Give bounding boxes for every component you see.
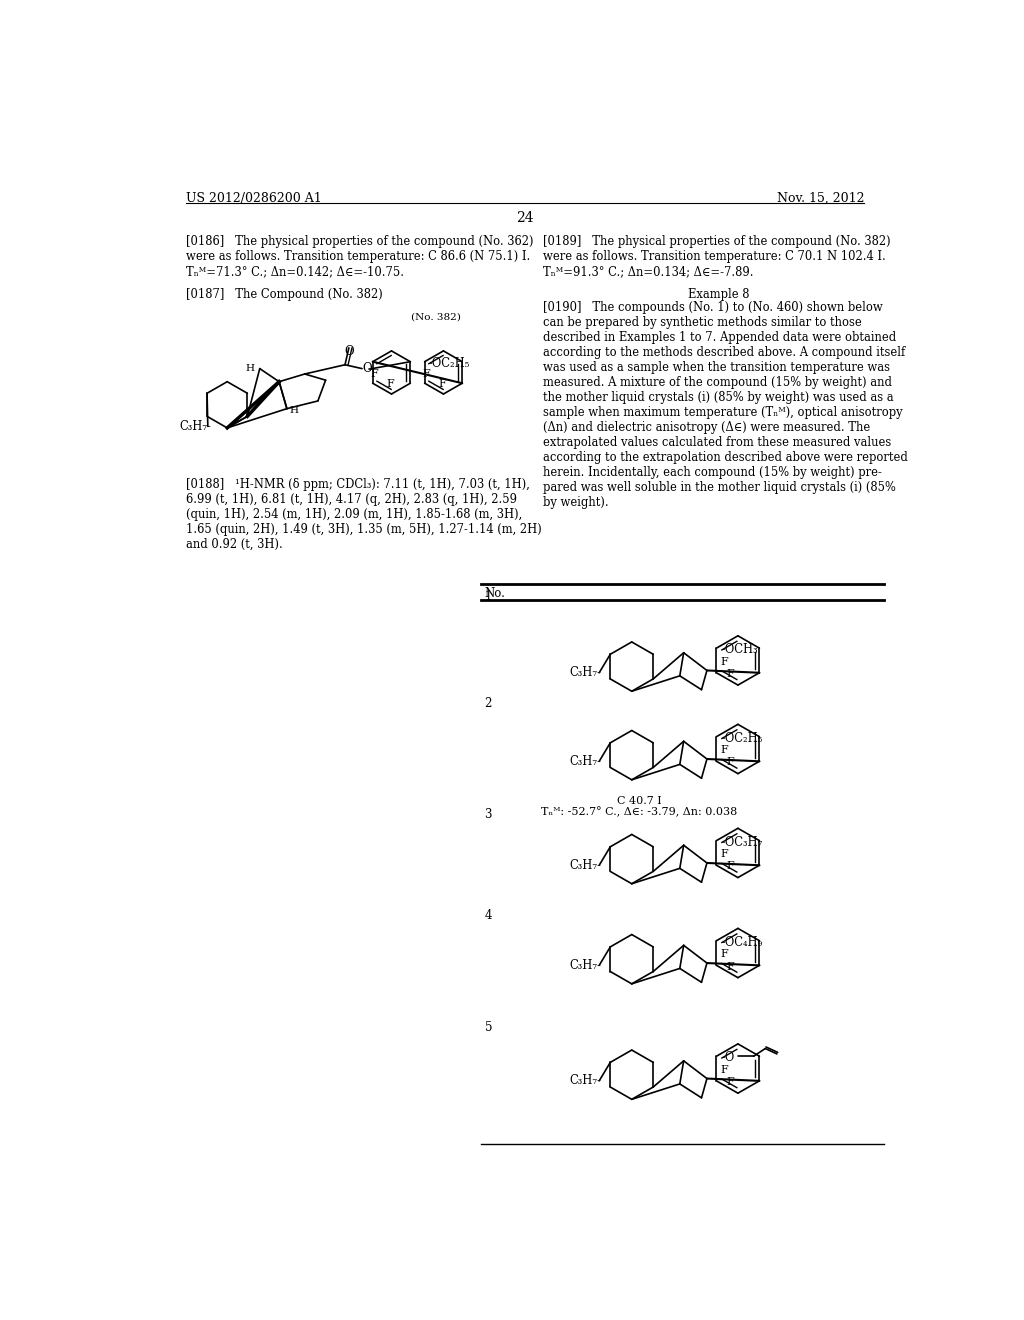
Text: No.: No. — [484, 586, 506, 599]
Text: F: F — [726, 1077, 734, 1088]
Text: F: F — [726, 669, 734, 678]
Text: F: F — [422, 368, 430, 379]
Text: 2: 2 — [484, 697, 492, 710]
Text: 24: 24 — [516, 211, 534, 224]
Text: -OCH₃: -OCH₃ — [721, 643, 758, 656]
Text: [0188]   ¹H-NMR (δ ppm; CDCl₃): 7.11 (t, 1H), 7.03 (t, 1H),
6.99 (t, 1H), 6.81 (: [0188] ¹H-NMR (δ ppm; CDCl₃): 7.11 (t, 1… — [186, 478, 542, 550]
Text: 4: 4 — [484, 909, 492, 923]
Text: F: F — [726, 758, 734, 767]
Text: O: O — [362, 362, 372, 375]
Text: [0190]   The compounds (No. 1) to (No. 460) shown below
can be prepared by synth: [0190] The compounds (No. 1) to (No. 460… — [543, 301, 907, 508]
Text: F: F — [720, 746, 728, 755]
Text: C 40.7 I: C 40.7 I — [617, 796, 662, 807]
Text: F: F — [720, 656, 728, 667]
Text: C₃H₇-: C₃H₇- — [569, 1074, 602, 1088]
Text: C₃H₇-: C₃H₇- — [569, 859, 602, 871]
Text: C₃H₇-: C₃H₇- — [569, 667, 602, 680]
Text: F: F — [720, 849, 728, 859]
Text: Nov. 15, 2012: Nov. 15, 2012 — [777, 191, 864, 205]
Text: C₃H₇-: C₃H₇- — [179, 420, 211, 433]
Text: (No. 382): (No. 382) — [412, 313, 461, 321]
Text: F: F — [726, 961, 734, 972]
Text: C₃H₇-: C₃H₇- — [569, 755, 602, 768]
Text: F: F — [720, 1065, 728, 1074]
Text: -OC₃H₇: -OC₃H₇ — [721, 836, 762, 849]
Text: [0187]   The Compound (No. 382): [0187] The Compound (No. 382) — [186, 288, 383, 301]
Text: C₃H₇-: C₃H₇- — [569, 958, 602, 972]
Text: -OC₂H₅: -OC₂H₅ — [428, 356, 470, 370]
Text: -OC₂H₅: -OC₂H₅ — [721, 731, 763, 744]
Text: 1: 1 — [484, 590, 492, 603]
Text: H: H — [289, 407, 298, 416]
Text: H: H — [246, 364, 254, 374]
Text: [0189]   The physical properties of the compound (No. 382)
were as follows. Tran: [0189] The physical properties of the co… — [543, 235, 890, 279]
Text: Tₙᴹ: -52.7° C., Δ∈: -3.79, Δn: 0.038: Tₙᴹ: -52.7° C., Δ∈: -3.79, Δn: 0.038 — [542, 807, 737, 817]
Text: F: F — [371, 368, 378, 379]
Text: F: F — [386, 379, 394, 389]
Text: O: O — [344, 345, 353, 358]
Text: F: F — [720, 949, 728, 960]
Text: F: F — [726, 862, 734, 871]
Text: -OC₄H₉: -OC₄H₉ — [721, 936, 762, 949]
Text: Example 8: Example 8 — [688, 288, 750, 301]
Text: US 2012/0286200 A1: US 2012/0286200 A1 — [186, 191, 322, 205]
Text: -O: -O — [721, 1051, 734, 1064]
Text: F: F — [438, 379, 445, 389]
Text: 5: 5 — [484, 1020, 492, 1034]
Text: 3: 3 — [484, 808, 492, 821]
Text: [0186]   The physical properties of the compound (No. 362)
were as follows. Tran: [0186] The physical properties of the co… — [186, 235, 534, 279]
